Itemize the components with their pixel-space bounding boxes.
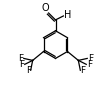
Text: F: F xyxy=(19,60,24,69)
Text: F: F xyxy=(18,54,23,63)
Text: F: F xyxy=(80,66,85,75)
Text: F: F xyxy=(26,66,31,75)
Text: F: F xyxy=(88,54,93,63)
Text: H: H xyxy=(64,10,71,20)
Text: F: F xyxy=(87,60,92,69)
Text: O: O xyxy=(42,2,49,13)
